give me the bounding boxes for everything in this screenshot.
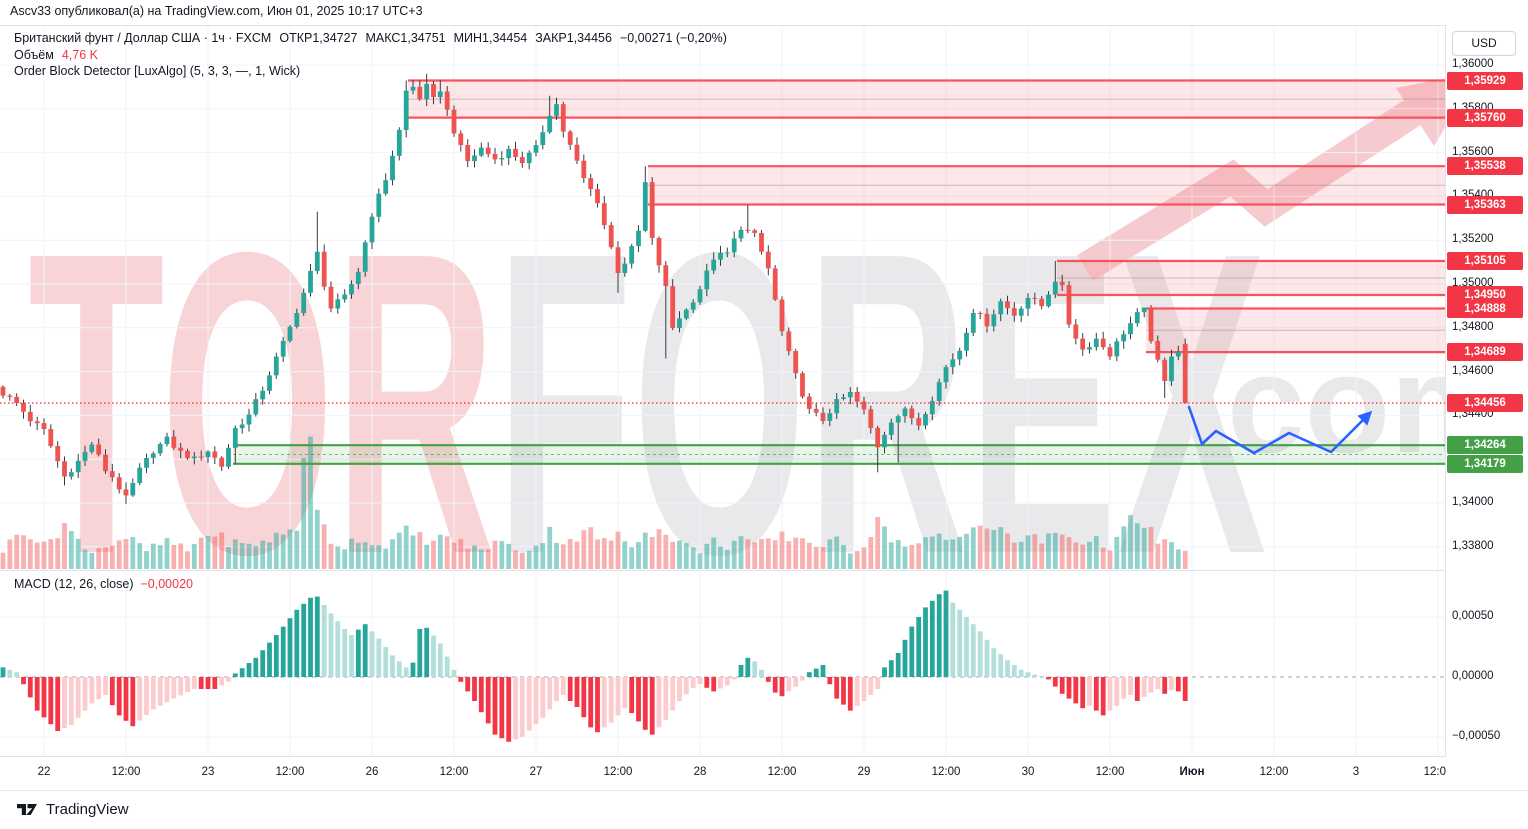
price-scale[interactable]: USD 1,360001,358001,356001,354001,352001… — [1446, 25, 1528, 756]
time-scale[interactable]: 22 12:00 23 12:00 26 12:00 27 12:00 28 12:00 29 12:… — [0, 756, 1446, 791]
time-tick-label: 28 — [693, 766, 707, 778]
currency-button[interactable]: USD — [1452, 31, 1516, 56]
time-tick-label: 29 — [857, 766, 871, 778]
time-tick-label: 3 — [1352, 766, 1360, 778]
ohlc-pair: МИН1,34454 — [453, 31, 528, 45]
bearish-level-badge: 1,34888 — [1447, 299, 1523, 318]
time-tick-label: 30 — [1021, 766, 1035, 778]
time-tick-label: 12:00 — [1423, 766, 1446, 778]
bearish-level-badge: 1,34950 — [1447, 285, 1523, 304]
price-tick-label: 1,34000 — [1452, 496, 1494, 508]
brand-name[interactable]: TradingView — [46, 801, 129, 818]
macd-tick-label: 0,00000 — [1452, 670, 1494, 682]
price-tick-label: 1,34600 — [1452, 364, 1494, 377]
bullish-level-badge: 1,34179 — [1447, 454, 1523, 473]
ohlc-pair: МАКС1,34751 — [365, 31, 446, 45]
time-tick-label: 12:00 — [111, 766, 141, 778]
bearish-level-badge: 1,34689 — [1447, 343, 1523, 362]
bearish-level-badge: 1,35929 — [1447, 71, 1523, 90]
time-tick-label: 26 — [365, 766, 379, 778]
time-tick-label: 23 — [201, 766, 215, 778]
volume-histogram — [0, 436, 1188, 569]
ohlc-pair: ЗАКР1,34456 — [535, 31, 612, 45]
time-tick-label: 12:00 — [1259, 766, 1289, 778]
time-tick-label: 12:00 — [931, 766, 961, 778]
projection-arrow[interactable] — [1187, 405, 1373, 455]
bearish-level-badge: 1,35105 — [1447, 252, 1523, 270]
ohlc-pair: ОТКР1,34727 — [279, 31, 358, 45]
order-blocks — [233, 79, 1445, 465]
bearish-level-badge: 1,35760 — [1447, 108, 1523, 127]
tradingview-logo-icon[interactable] — [16, 801, 38, 818]
price-tick-label: 1,35600 — [1452, 145, 1494, 158]
last-price-badge: 1,34456 — [1447, 394, 1523, 413]
change-value: −0,00271 (−0,20%) — [619, 31, 727, 45]
time-tick-label: 12:00 — [767, 766, 797, 778]
volume-label: Объём — [14, 48, 54, 62]
time-tick-label: 12:00 — [1095, 766, 1125, 778]
macd-legend-row[interactable]: MACD (12, 26, close) −0,00020 — [14, 577, 193, 591]
bullish-level-badge: 1,34264 — [1447, 436, 1523, 455]
time-tick-label: 12:00 — [275, 766, 305, 778]
time-tick-label: 22 — [37, 766, 51, 778]
indicator-title: Order Block Detector [LuxAlgo] (5, 3, 3,… — [14, 64, 301, 78]
macd-title: MACD (12, 26, close) — [14, 577, 134, 591]
bearish-level-badge: 1,35538 — [1447, 157, 1523, 176]
price-tick-label: 1,33800 — [1452, 539, 1494, 552]
macd-tick-label: 0,00050 — [1452, 610, 1494, 622]
macd-tick-label: −0,00050 — [1452, 730, 1501, 742]
time-tick-label: 12:00 — [439, 766, 469, 778]
symbol-title: Британский фунт / Доллар США · 1ч · FXCM — [14, 31, 272, 45]
macd-value: −0,00020 — [140, 577, 193, 591]
volume-legend-row[interactable]: Объём 4,76 K — [14, 48, 98, 62]
price-tick-label: 1,34800 — [1452, 320, 1494, 333]
candles — [0, 73, 1188, 504]
price-tick-label: 1,35200 — [1452, 233, 1494, 246]
macd-histogram — [0, 590, 1445, 742]
symbol-legend-row[interactable]: Британский фунт / Доллар США · 1ч · FXCM… — [14, 31, 727, 45]
price-tick-label: 1,36000 — [1452, 58, 1494, 70]
attribution-text: Ascv33 опубликовал(а) на TradingView.com… — [10, 4, 423, 18]
time-tick-label: 12:00 — [603, 766, 633, 778]
footer-bar: TradingView — [0, 790, 1528, 829]
ohlc-values: ОТКР1,34727 МАКС1,34751 МИН1,34454 ЗАКР1,34… — [271, 31, 612, 45]
indicator-legend-row[interactable]: Order Block Detector [LuxAlgo] (5, 3, 3,… — [14, 64, 300, 78]
time-tick-label: Июн — [1179, 766, 1205, 778]
bearish-level-badge: 1,35363 — [1447, 195, 1523, 214]
pane-separators — [0, 25, 1528, 790]
volume-value: 4,76 K — [61, 48, 98, 62]
time-tick-label: 27 — [529, 766, 543, 778]
